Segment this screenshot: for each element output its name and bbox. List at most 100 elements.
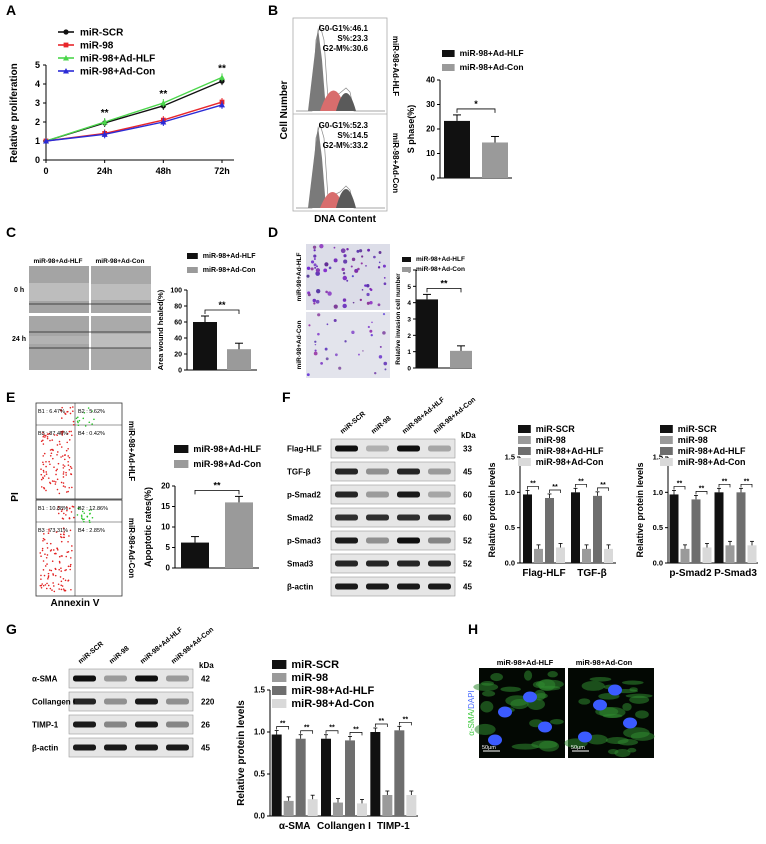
f-band (366, 491, 389, 498)
e-event-dot (40, 574, 42, 577)
e-event-dot (69, 406, 72, 409)
e-event-dot (51, 589, 53, 591)
e-event-dot (66, 551, 69, 553)
d-cell-dot (361, 255, 364, 258)
e-event-dot (39, 552, 42, 554)
e-event-dot (62, 588, 65, 590)
d-cell-dot (382, 264, 386, 268)
e-event-dot (46, 554, 49, 556)
d-cell-dot (314, 266, 317, 269)
g-band (166, 721, 189, 728)
panel-f-blot: miR-SCR miR-98 miR-98+Ad-HLFmiR-98+Ad-Conk… (287, 396, 477, 597)
bar (357, 803, 367, 816)
f-row-kda: 33 (463, 445, 472, 454)
bar-legend-swatch (174, 445, 189, 453)
bar-sig-bracket (349, 732, 363, 736)
bar-ylabel: Relative protein levels (635, 462, 645, 557)
a-point (160, 119, 167, 125)
d-cell-dot (369, 301, 373, 305)
e-event-dot (83, 512, 86, 514)
bar (482, 142, 508, 178)
e-flow-label-hlf: miR-98+Ad-HLF (127, 421, 136, 481)
d-cell-dot (333, 258, 338, 263)
d-cell-dot (313, 258, 316, 261)
bar-ytick-label: 1.0 (254, 728, 266, 737)
a-significance: ** (159, 89, 167, 100)
e-event-dot (44, 584, 47, 586)
e-event-dot (76, 420, 79, 423)
e-event-dot (39, 584, 42, 587)
e-event-dot (69, 412, 72, 415)
e-event-dot (69, 565, 72, 568)
d-cell-dot (342, 275, 348, 281)
d-cell-dot (313, 254, 317, 258)
e-q-hlf-b4: B4 : 0.42% (78, 431, 105, 437)
bar-ytick-label: 0 (407, 366, 411, 373)
e-event-dot (81, 510, 84, 513)
d-cell-dot (377, 266, 381, 269)
d-cell-dot (361, 289, 364, 291)
a-ytick-label: 0 (35, 155, 40, 165)
g-row-label: β-actin (32, 744, 58, 753)
b-stat-hlf-s: S%:23.3 (337, 34, 368, 43)
g-blot-strip (68, 714, 194, 735)
panel-label-h: H (468, 621, 478, 637)
e-event-dot (81, 517, 83, 520)
e-event-dot (60, 456, 62, 458)
bar-legend-swatch (272, 699, 287, 708)
g-row-label: Collangen I (32, 698, 75, 707)
a-legend-label: miR-98+Ad-Con (80, 67, 155, 78)
bar-legend-label: miR-98+Ad-HLF (416, 256, 465, 263)
bar-legend-label: miR-SCR (291, 659, 339, 671)
g-row-label: TIMP-1 (32, 721, 59, 730)
d-cell-dot (333, 318, 337, 323)
f-row-kda: 52 (463, 560, 472, 569)
bar-ytick-label: 1.5 (254, 686, 266, 695)
d-cell-dot (307, 293, 311, 297)
a-ytick-label: 4 (35, 79, 40, 89)
e-event-dot (42, 584, 45, 587)
e-event-dot (61, 434, 64, 436)
d-cell-dot (313, 263, 317, 267)
h-nucleus (578, 731, 592, 743)
e-event-dot (47, 532, 50, 535)
e-event-dot (89, 521, 91, 524)
bar (307, 799, 318, 816)
e-event-dot (42, 471, 45, 473)
e-event-dot (41, 547, 44, 550)
f-band (366, 468, 389, 475)
f-band (335, 583, 358, 590)
e-event-dot (56, 488, 59, 491)
d-cell-dot (312, 245, 317, 249)
f-blot-strip (330, 507, 456, 528)
f-band (397, 537, 420, 544)
e-event-dot (50, 549, 53, 551)
h-cytoskeleton (482, 690, 496, 697)
bar (714, 492, 724, 563)
f-blot-strip (330, 484, 456, 505)
d-cell-dot (344, 340, 347, 343)
e-event-dot (72, 423, 75, 426)
f-row-kda: 60 (463, 491, 472, 500)
bar (227, 349, 251, 370)
e-event-dot (65, 471, 67, 474)
bar-legend-swatch (272, 686, 287, 695)
bar-ytick-label: 80 (174, 304, 182, 311)
panel-e-flow: PI Annexin V B1 : 6.47% B2 : 5.62% B3 : … (10, 402, 136, 609)
e-event-dot (78, 507, 81, 509)
e-event-dot (60, 481, 63, 484)
bar (181, 542, 209, 568)
e-event-dot (55, 469, 58, 472)
e-event-dot (60, 567, 62, 570)
e-event-dot (63, 512, 65, 515)
bar-significance: ** (304, 725, 310, 732)
e-event-dot (62, 536, 65, 539)
bar (691, 499, 701, 563)
e-event-dot (49, 542, 52, 545)
g-band (73, 744, 96, 751)
e-event-dot (72, 406, 74, 408)
e-event-dot (48, 460, 50, 463)
bar-significance: ** (329, 725, 335, 732)
e-event-dot (62, 464, 65, 466)
bar-ytick-label: 0.0 (653, 559, 663, 568)
